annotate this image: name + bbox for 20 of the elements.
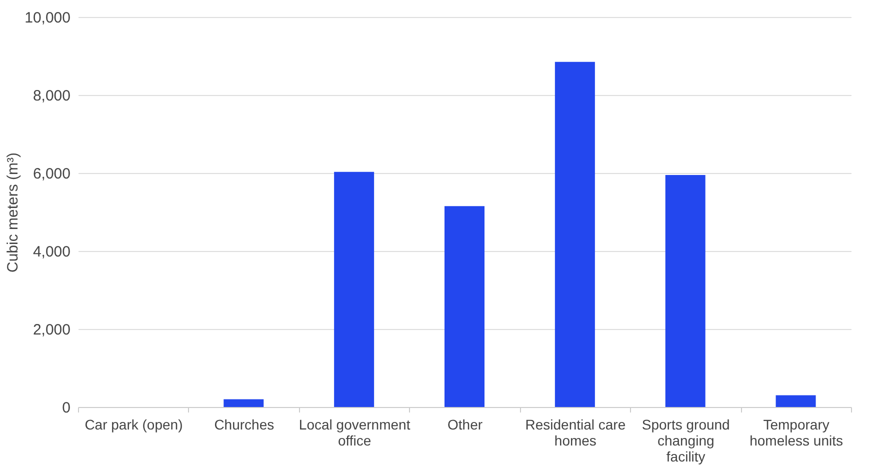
x-tick-label: Residential care homes [525,416,626,448]
bar [334,172,374,407]
x-tick-label: Car park (open) [84,416,183,432]
y-axis-title: Cubic meters (m³) [4,152,22,273]
y-tick-label: 4,000 [32,244,70,260]
bar [224,399,264,407]
x-tick-label: Temporary homeless units [750,416,843,448]
y-tick-label: 10,000 [24,10,70,26]
x-tick-label: Sports ground changing facility [642,416,730,464]
bar [665,174,706,407]
x-tick-label: Local government office [298,416,410,448]
x-tick-label: Other [447,416,483,432]
bar [444,206,484,407]
x-tick-label: Churches [214,416,274,432]
y-tick-label: 6,000 [32,166,70,182]
bar [554,62,595,407]
y-tick-label: 2,000 [32,322,70,338]
y-tick-label: 0 [62,400,70,416]
y-tick-label: 8,000 [32,88,70,104]
bar [776,395,816,407]
